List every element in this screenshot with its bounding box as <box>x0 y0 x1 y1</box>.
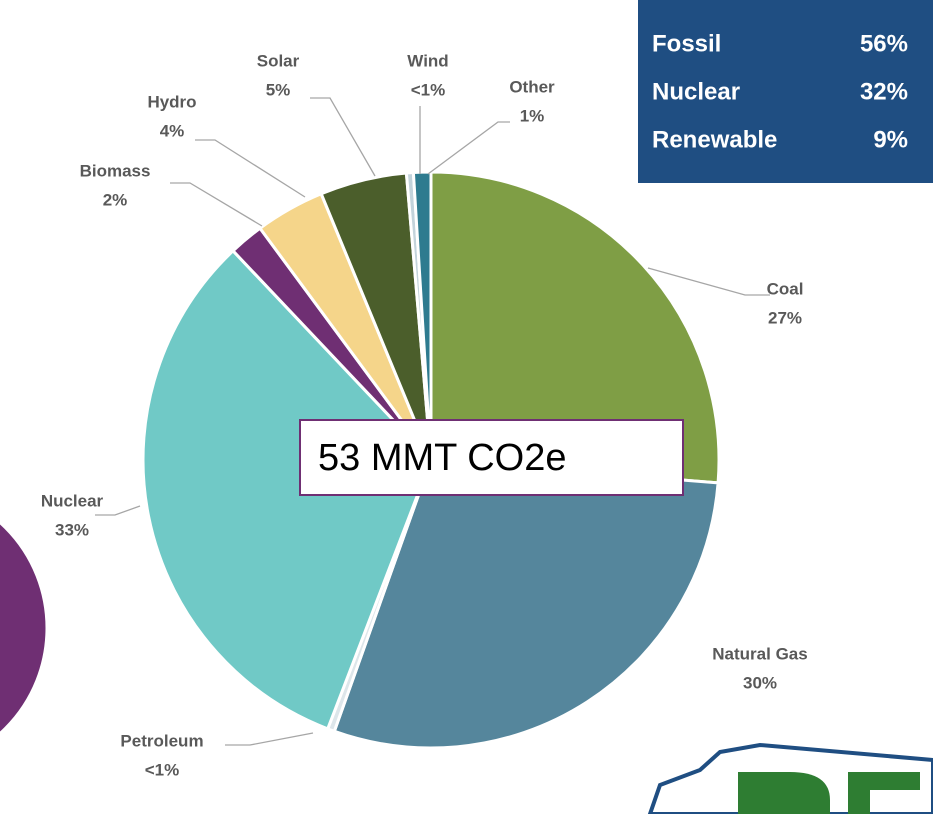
summary-box <box>638 0 933 183</box>
labels: Coal 27% Natural Gas 30% Petroleum <1% Nuclear… <box>41 51 808 779</box>
leader-line <box>170 182 263 227</box>
slice-value: 5% <box>266 80 291 99</box>
slice-label: Nuclear <box>41 491 104 510</box>
slice-value: 2% <box>103 190 128 209</box>
slice-label: Other <box>509 77 555 96</box>
slice-value: 33% <box>55 520 89 539</box>
annotation: 53 MMT CO2e <box>318 437 566 479</box>
slice-label: Biomass <box>80 161 151 180</box>
slice-label: Petroleum <box>120 731 203 750</box>
slice-label: Wind <box>407 51 448 70</box>
decor-circle <box>0 520 49 736</box>
summary-name: Fossil <box>652 30 721 57</box>
slice-value: <1% <box>145 760 180 779</box>
slice-label: Solar <box>257 51 300 70</box>
slice-value: 4% <box>160 121 185 140</box>
summary-name: Nuclear <box>652 78 740 105</box>
leader-line <box>310 97 376 177</box>
logo-letter <box>738 772 830 814</box>
summary: Fossil 56% Nuclear 32% Renewable 9% <box>652 30 908 153</box>
summary-value: 32% <box>860 78 908 105</box>
slice-value: 27% <box>768 308 802 327</box>
slice-value: 1% <box>520 106 545 125</box>
annotation-box <box>299 419 684 496</box>
pie-slice <box>429 170 721 485</box>
slice-label: Hydro <box>147 92 196 111</box>
leader-line <box>225 732 314 746</box>
summary-name: Renewable <box>652 126 777 153</box>
slice-label: Coal <box>767 279 804 298</box>
pie-slice <box>141 248 433 731</box>
logo-letter <box>848 772 920 814</box>
slice-value: 30% <box>743 673 777 692</box>
summary-value: 56% <box>860 30 908 57</box>
slice-label: Natural Gas <box>712 644 807 663</box>
leader-line <box>427 121 510 175</box>
summary-value: 9% <box>873 126 908 153</box>
leader-line <box>647 267 770 296</box>
pie-slice <box>332 458 720 750</box>
slice-value: <1% <box>411 80 446 99</box>
leader-line <box>195 139 306 198</box>
logo <box>647 742 933 814</box>
leader-line <box>95 505 141 516</box>
